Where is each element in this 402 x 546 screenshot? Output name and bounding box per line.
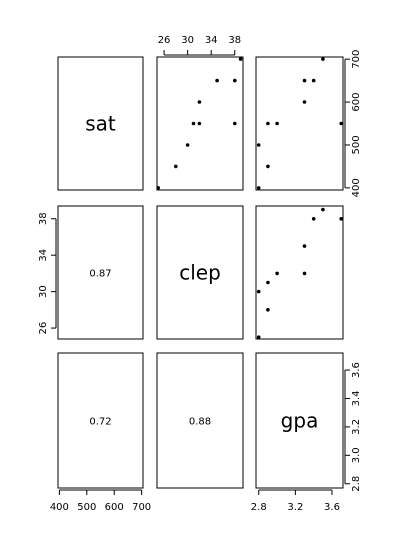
data-point-clep-vs-gpa xyxy=(256,335,261,340)
tick-label-bottom-gpa: 2.8 xyxy=(251,502,267,513)
tick-label-right-gpa: 3.6 xyxy=(351,362,362,378)
data-point-sat-vs-gpa xyxy=(256,186,261,190)
data-point-sat-vs-clep xyxy=(233,121,237,126)
tick-label-bottom-sat: 600 xyxy=(105,502,124,513)
tick-label-bottom-gpa: 3.6 xyxy=(324,502,340,513)
panel-sat-clep xyxy=(156,56,244,191)
correlation-gpa-clep: 0.88 xyxy=(189,417,211,428)
data-point-clep-vs-gpa xyxy=(302,244,307,248)
tick-label-right-gpa: 3.4 xyxy=(351,391,362,407)
tick-label-right-gpa: 3.0 xyxy=(351,447,362,463)
data-point-sat-vs-clep xyxy=(191,121,196,126)
data-point-clep-vs-gpa xyxy=(275,271,279,276)
data-point-sat-vs-clep xyxy=(233,78,237,83)
data-point-clep-vs-gpa xyxy=(321,207,325,212)
data-point-sat-vs-gpa xyxy=(302,100,307,104)
tick-label-bottom-gpa: 3.2 xyxy=(287,502,303,513)
data-point-clep-vs-gpa xyxy=(266,308,270,312)
data-point-clep-vs-gpa xyxy=(256,289,261,294)
data-point-sat-vs-gpa xyxy=(275,121,279,126)
tick-label-top-clep: 26 xyxy=(158,35,171,46)
tick-label-right-gpa: 2.8 xyxy=(351,476,362,492)
tick-label-right-gpa: 3.2 xyxy=(351,419,362,435)
tick-label-top-clep: 38 xyxy=(228,35,241,46)
panel-clep-clep xyxy=(156,205,244,340)
data-point-clep-vs-gpa xyxy=(311,217,316,221)
data-point-sat-vs-gpa xyxy=(266,164,270,169)
data-point-sat-vs-clep xyxy=(156,186,160,190)
data-point-sat-vs-gpa xyxy=(302,78,307,83)
tick-label-left-clep: 26 xyxy=(38,322,49,335)
data-point-sat-vs-clep xyxy=(197,100,202,104)
data-point-sat-vs-gpa xyxy=(311,78,316,83)
tick-label-left-clep: 38 xyxy=(38,212,49,225)
correlation-clep-sat: 0.87 xyxy=(89,269,111,280)
correlation-gpa-sat: 0.72 xyxy=(89,417,111,428)
tick-label-bottom-sat: 500 xyxy=(77,502,96,513)
tick-label-bottom-sat: 700 xyxy=(132,502,151,513)
panel-gpa-clep xyxy=(156,352,244,489)
tick-label-right-sat: 700 xyxy=(351,50,362,69)
data-point-sat-vs-clep xyxy=(174,164,178,169)
tick-label-left-clep: 34 xyxy=(38,249,49,262)
data-point-sat-vs-clep xyxy=(185,143,190,147)
tick-label-right-sat: 500 xyxy=(351,135,362,154)
data-point-clep-vs-gpa xyxy=(266,280,270,285)
data-point-sat-vs-gpa xyxy=(321,57,325,61)
tick-label-top-clep: 30 xyxy=(181,35,194,46)
data-point-sat-vs-clep xyxy=(238,57,243,61)
panel-gpa-sat xyxy=(57,352,144,489)
tick-label-top-clep: 34 xyxy=(205,35,218,46)
tick-label-right-sat: 600 xyxy=(351,93,362,112)
data-point-sat-vs-clep xyxy=(197,121,202,126)
data-point-sat-vs-gpa xyxy=(339,121,344,126)
variable-label-sat: sat xyxy=(85,112,116,136)
panel-clep-gpa xyxy=(255,205,344,340)
variable-label-clep: clep xyxy=(179,261,221,285)
panel-clep-sat xyxy=(57,205,144,340)
data-point-sat-vs-clep xyxy=(215,78,219,83)
data-point-sat-vs-gpa xyxy=(256,143,261,147)
data-point-sat-vs-gpa xyxy=(266,121,270,126)
tick-label-left-clep: 30 xyxy=(38,285,49,298)
variable-label-gpa: gpa xyxy=(281,409,319,433)
panel-gpa-gpa xyxy=(255,352,344,489)
panel-sat-sat xyxy=(57,56,144,191)
data-point-clep-vs-gpa xyxy=(339,217,344,221)
data-point-clep-vs-gpa xyxy=(302,271,307,276)
tick-label-bottom-sat: 400 xyxy=(50,502,69,513)
tick-label-right-sat: 400 xyxy=(351,178,362,197)
